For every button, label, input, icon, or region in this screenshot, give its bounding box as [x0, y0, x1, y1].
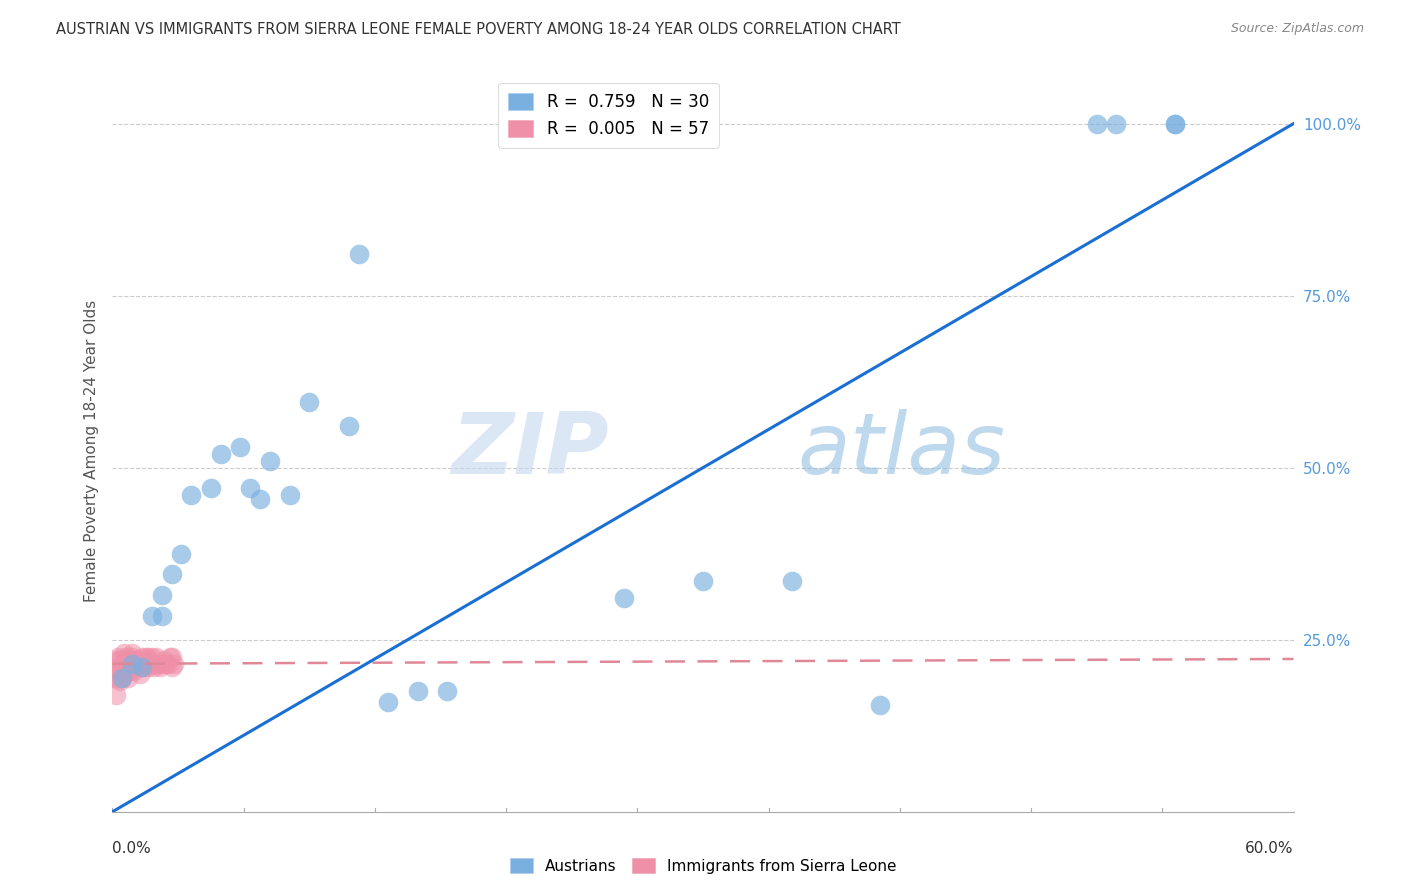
Point — [131, 660, 153, 674]
Point — [125, 653, 148, 667]
Legend: R =  0.759   N = 30, R =  0.005   N = 57: R = 0.759 N = 30, R = 0.005 N = 57 — [498, 83, 718, 148]
Point — [156, 657, 179, 671]
Text: AUSTRIAN VS IMMIGRANTS FROM SIERRA LEONE FEMALE POVERTY AMONG 18-24 YEAR OLDS CO: AUSTRIAN VS IMMIGRANTS FROM SIERRA LEONE… — [56, 22, 901, 37]
Point — [135, 657, 157, 671]
Point — [115, 649, 138, 664]
Point — [155, 657, 177, 671]
Point — [145, 657, 167, 671]
Point — [115, 657, 138, 671]
Point — [152, 653, 174, 667]
Point — [142, 660, 165, 674]
Point — [121, 657, 143, 671]
Y-axis label: Female Poverty Among 18-24 Year Olds: Female Poverty Among 18-24 Year Olds — [83, 300, 98, 601]
Point — [121, 660, 143, 674]
Point — [150, 608, 173, 623]
Point — [259, 454, 281, 468]
Point — [1164, 117, 1187, 131]
Point — [180, 488, 202, 502]
Point — [692, 574, 714, 589]
Point — [141, 657, 163, 671]
Point — [105, 688, 128, 702]
Point — [107, 660, 129, 674]
Point — [146, 657, 169, 671]
Point — [120, 653, 142, 667]
Point — [780, 574, 803, 589]
Point — [136, 660, 159, 674]
Point — [150, 657, 173, 671]
Point — [110, 664, 132, 678]
Point — [129, 667, 152, 681]
Point — [209, 447, 232, 461]
Point — [121, 649, 143, 664]
Point — [110, 653, 132, 667]
Point — [111, 657, 134, 671]
Point — [117, 653, 139, 667]
Point — [150, 588, 173, 602]
Point — [103, 671, 125, 685]
Point — [132, 660, 155, 674]
Point — [136, 649, 159, 664]
Point — [125, 660, 148, 674]
Point — [112, 667, 135, 681]
Point — [436, 684, 458, 698]
Point — [115, 664, 138, 678]
Point — [278, 488, 301, 502]
Text: atlas: atlas — [797, 409, 1005, 492]
Point — [121, 653, 143, 667]
Point — [298, 395, 321, 409]
Point — [135, 649, 157, 664]
Text: Source: ZipAtlas.com: Source: ZipAtlas.com — [1230, 22, 1364, 36]
Point — [121, 647, 143, 661]
Point — [149, 660, 172, 674]
Point — [111, 671, 134, 685]
Point — [239, 481, 262, 495]
Text: ZIP: ZIP — [451, 409, 609, 492]
Text: 60.0%: 60.0% — [1246, 840, 1294, 855]
Point — [120, 664, 142, 678]
Point — [141, 608, 163, 623]
Point — [160, 660, 183, 674]
Point — [145, 649, 167, 664]
Point — [117, 671, 139, 685]
Point — [132, 653, 155, 667]
Text: 0.0%: 0.0% — [112, 840, 152, 855]
Point — [127, 657, 149, 671]
Point — [159, 649, 181, 664]
Point — [249, 491, 271, 506]
Point — [160, 567, 183, 582]
Point — [170, 547, 193, 561]
Point — [406, 684, 429, 698]
Point — [111, 671, 134, 685]
Point — [112, 647, 135, 661]
Point — [107, 649, 129, 664]
Point — [122, 657, 145, 671]
Point — [110, 673, 132, 688]
Point — [229, 440, 252, 454]
Point — [127, 653, 149, 667]
Point — [131, 657, 153, 671]
Point — [122, 664, 145, 678]
Point — [869, 698, 891, 712]
Point — [105, 653, 128, 667]
Point — [613, 591, 636, 606]
Point — [1085, 117, 1108, 131]
Point — [129, 657, 152, 671]
Point — [139, 657, 162, 671]
Point — [1105, 117, 1128, 131]
Point — [141, 649, 163, 664]
Point — [377, 695, 399, 709]
Point — [112, 657, 135, 671]
Point — [1164, 117, 1187, 131]
Point — [347, 247, 370, 261]
Point — [337, 419, 360, 434]
Point — [160, 649, 183, 664]
Point — [131, 649, 153, 664]
Point — [200, 481, 222, 495]
Point — [107, 671, 129, 685]
Point — [162, 657, 184, 671]
Legend: Austrians, Immigrants from Sierra Leone: Austrians, Immigrants from Sierra Leone — [503, 852, 903, 880]
